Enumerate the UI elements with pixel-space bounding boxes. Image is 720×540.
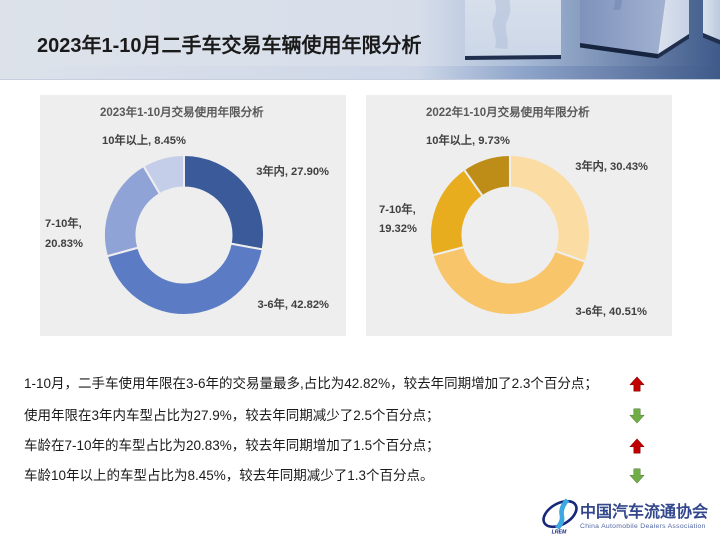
svg-text:LREM: LREM xyxy=(552,530,567,536)
svg-text:3-6年, 42.82%: 3-6年, 42.82% xyxy=(257,297,329,311)
svg-text:3年内, 27.90%: 3年内, 27.90% xyxy=(256,164,329,178)
svg-text:3年内, 30.43%: 3年内, 30.43% xyxy=(575,159,648,173)
svg-text:10年以上, 8.45%: 10年以上, 8.45% xyxy=(102,133,186,147)
svg-text:19.32%: 19.32% xyxy=(379,223,417,235)
svg-text:10年以上, 9.73%: 10年以上, 9.73% xyxy=(426,133,510,147)
svg-text:3-6年, 40.51%: 3-6年, 40.51% xyxy=(575,304,647,318)
svg-text:7-10年,: 7-10年, xyxy=(45,216,82,230)
svg-text:7-10年,: 7-10年, xyxy=(379,202,416,216)
svg-text:20.83%: 20.83% xyxy=(45,238,83,250)
